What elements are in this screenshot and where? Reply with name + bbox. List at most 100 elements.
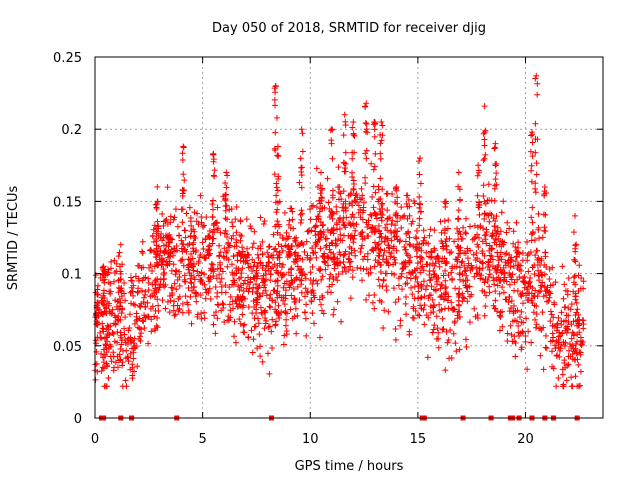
data-point [139, 238, 146, 245]
data-point [238, 232, 245, 239]
data-point [280, 297, 287, 304]
data-point [562, 287, 569, 294]
data-point [429, 296, 436, 303]
data-point [448, 248, 455, 255]
data-point [575, 383, 582, 390]
data-point [436, 307, 443, 314]
data-point [274, 255, 281, 262]
data-point [234, 251, 241, 258]
data-point [557, 332, 564, 339]
data-point [551, 299, 558, 306]
data-point [425, 295, 432, 302]
data-point-spike [572, 318, 579, 325]
data-point [155, 286, 162, 293]
data-point [458, 259, 465, 266]
data-point [314, 213, 321, 220]
data-point [322, 236, 329, 243]
data-point [148, 316, 155, 323]
data-point [198, 277, 205, 284]
data-point [257, 343, 264, 350]
data-point-spike [474, 172, 481, 179]
data-point [129, 375, 136, 382]
data-point [110, 349, 117, 356]
data-point [502, 262, 509, 269]
data-point [375, 252, 382, 259]
data-point-spike [210, 222, 217, 229]
data-point-spike [529, 204, 536, 211]
data-point [455, 250, 462, 257]
data-point [122, 314, 129, 321]
data-point [355, 202, 362, 209]
data-point [404, 192, 411, 199]
data-point-spike [362, 150, 369, 157]
data-point [303, 301, 310, 308]
data-point [224, 263, 231, 270]
data-point-spike [362, 119, 369, 126]
data-point-spike [570, 229, 577, 236]
data-point [267, 277, 274, 284]
data-point [240, 322, 247, 329]
data-point-spike [209, 201, 216, 208]
data-point-spike [417, 258, 424, 265]
data-point [536, 235, 543, 242]
data-point [187, 275, 194, 282]
data-point [539, 309, 546, 316]
data-point [286, 233, 293, 240]
data-point-spike [534, 256, 541, 263]
data-point [171, 248, 178, 255]
data-point [463, 272, 470, 279]
data-point-spike [362, 180, 369, 187]
data-point-spike [532, 185, 539, 192]
data-point-spike [372, 210, 379, 217]
data-point-spike [441, 198, 448, 205]
data-point [371, 305, 378, 312]
data-point [382, 270, 389, 277]
data-point [565, 312, 572, 319]
data-point [107, 353, 114, 360]
data-point-spike [392, 222, 399, 229]
data-point [508, 304, 515, 311]
data-point [260, 284, 267, 291]
data-point [228, 261, 235, 268]
data-point-spike [393, 212, 400, 219]
data-point [188, 222, 195, 229]
data-point [266, 259, 273, 266]
data-point [568, 301, 575, 308]
data-point [172, 206, 179, 213]
data-point [520, 300, 527, 307]
data-point [401, 244, 408, 251]
data-point-peak [417, 155, 424, 162]
data-point [333, 219, 340, 226]
data-point [108, 358, 115, 365]
data-point [440, 296, 447, 303]
data-point [451, 318, 458, 325]
data-point [291, 235, 298, 242]
data-point [252, 323, 259, 330]
data-point [174, 223, 181, 230]
data-point [354, 264, 361, 271]
data-point [430, 267, 437, 274]
data-point [398, 204, 405, 211]
data-point-spike [319, 185, 326, 192]
data-point-spike [275, 175, 282, 182]
data-point [395, 282, 402, 289]
data-point [355, 209, 362, 216]
data-point [213, 275, 220, 282]
data-point [559, 371, 566, 378]
data-point [553, 383, 560, 390]
data-point [117, 345, 124, 352]
data-point [318, 276, 325, 283]
data-point [198, 219, 205, 226]
x-tick-label: 10 [302, 432, 319, 447]
data-point [294, 243, 301, 250]
data-point [486, 197, 493, 204]
data-point [500, 289, 507, 296]
data-point [264, 350, 271, 357]
data-point [231, 243, 238, 250]
data-point [303, 238, 310, 245]
data-point [543, 298, 550, 305]
data-point [145, 313, 152, 320]
data-point [244, 251, 251, 258]
data-point-spike [342, 149, 349, 156]
data-point-spike [211, 220, 218, 227]
